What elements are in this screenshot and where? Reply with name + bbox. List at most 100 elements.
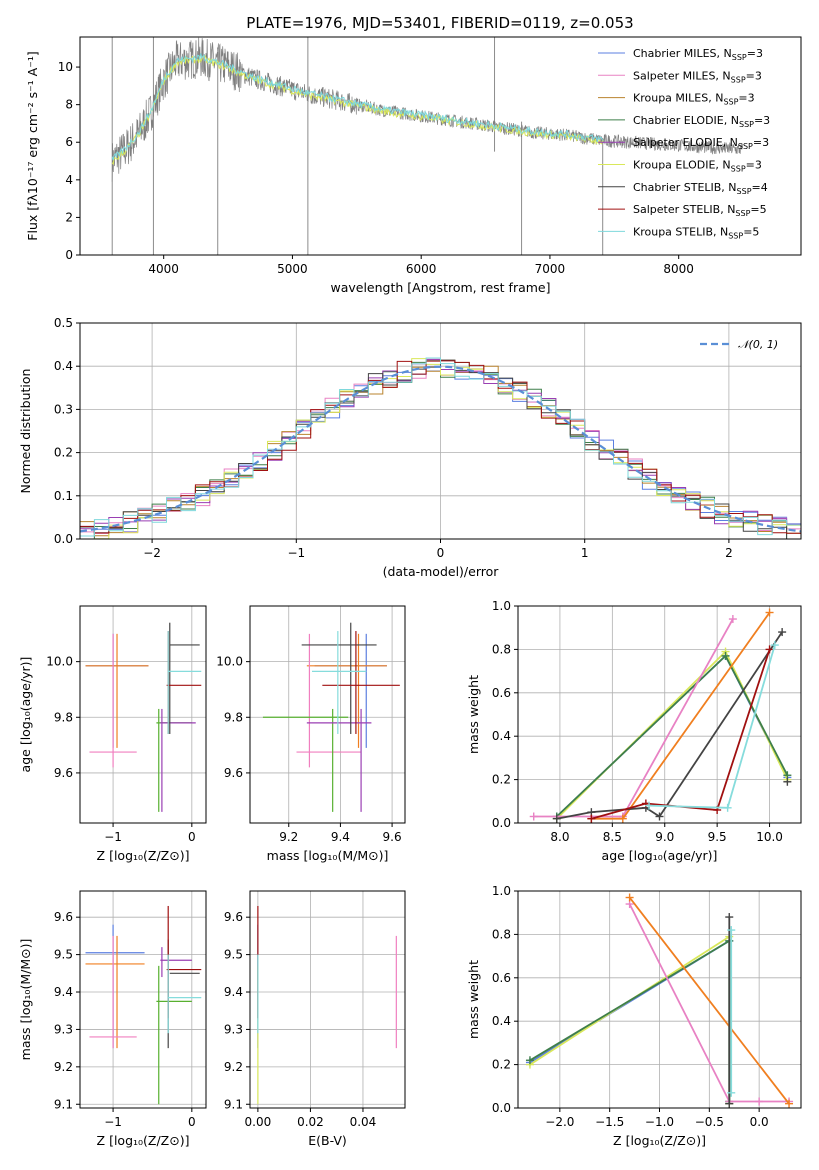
errorbar-point — [156, 965, 192, 1105]
panel-massweight-vs-Z: −2.0 −1.5 −1.0 −0.5 0.0 0.0 0.2 0.4 0.6 0.8 1.0 Z [… — [466, 884, 802, 1148]
y-tick-label: 9.6 — [54, 910, 73, 924]
plot-area — [80, 891, 206, 1108]
plot-area — [518, 606, 801, 823]
x-tick-label: −0.5 — [695, 1115, 724, 1129]
axes-frame — [517, 605, 802, 824]
errorbar-point — [85, 935, 145, 1049]
y-tick-label: 9.3 — [54, 1022, 73, 1036]
x-tick-label: 0.04 — [350, 1115, 377, 1129]
panel-residuals: 𝒩(0, 1) −2 −1 0 1 2 0.0 0.1 0.2 0.3 0.4 0.5 (data-mo… — [18, 316, 802, 579]
panel-mass-vs-Z: −1 0 9.1 9.2 9.3 9.4 9.5 9.6 Z [log₁₀(Z/Z⊙)] mass… — [18, 890, 207, 1148]
legend-sub: SSP — [735, 209, 750, 218]
x-tick-label: 0.0 — [750, 1115, 769, 1129]
x-tick-label: −1 — [104, 1115, 122, 1129]
y-tick-label: 0.2 — [54, 446, 73, 460]
mass-weight-marker — [618, 814, 627, 823]
y-tick-label: 9.6 — [224, 766, 243, 780]
y-tick-label: 9.2 — [54, 1060, 73, 1074]
axes-frame — [79, 605, 207, 824]
legend-entry: Kroupa STELIB, NSSP=5 — [633, 225, 759, 240]
y-tick-label: 1.0 — [492, 884, 511, 898]
spectrum-data-line — [111, 37, 744, 182]
x-tick-label: −1.0 — [645, 1115, 674, 1129]
x-axis-label: mass [log₁₀(M/M⊙)] — [267, 848, 389, 863]
errorbar-point — [160, 708, 196, 812]
legend-name: Salpeter ELODIE, N — [633, 136, 738, 149]
y-tick-label: 0.4 — [54, 359, 73, 373]
legend-tail: =3 — [754, 114, 770, 127]
errorbar-point — [169, 622, 200, 734]
panel-age-vs-mass: 9.2 9.4 9.6 9.6 9.8 10.0 mass [log₁₀(M/M⊙)] — [216, 605, 406, 863]
mass-weight-marker — [770, 641, 779, 650]
y-tick-label: 9.6 — [54, 766, 73, 780]
x-axis-label: wavelength [Angstrom, rest frame] — [330, 280, 550, 295]
errorbar-point — [262, 708, 349, 812]
x-tick-label: 8000 — [663, 262, 694, 276]
legend-tail: =5 — [743, 225, 759, 238]
x-tick-label: 9.5 — [708, 830, 727, 844]
mass-weight-marker — [529, 812, 538, 821]
mass-weight-marker — [725, 913, 734, 922]
legend-sub: SSP — [728, 231, 743, 240]
x-axis-label: (data-model)/error — [383, 564, 500, 579]
x-tick-label: 0.02 — [297, 1115, 324, 1129]
legend-entry: Kroupa MILES, NSSP=3 — [633, 92, 755, 107]
legend-entry: 𝒩(0, 1) — [738, 338, 778, 351]
mass-weight-marker — [765, 608, 774, 617]
mass-weight-marker — [645, 801, 654, 810]
y-axis-label: mass weight — [466, 675, 481, 754]
legend-name: Salpeter MILES, N — [633, 69, 731, 82]
y-tick-label: 9.1 — [224, 1097, 243, 1111]
y-tick-label: 0.1 — [54, 489, 73, 503]
mass-weight-marker — [785, 1099, 794, 1108]
mass-weight-marker — [728, 615, 737, 624]
mass-weight-marker — [721, 651, 730, 660]
y-tick-label: 0.5 — [54, 316, 73, 330]
y-tick-label: 10 — [58, 60, 73, 74]
histogram-step — [93, 358, 801, 539]
legend-name: Salpeter STELIB, N — [633, 203, 735, 216]
mass-weight-marker — [587, 814, 596, 823]
x-tick-label: 8.5 — [603, 830, 622, 844]
legend-sub: SSP — [732, 53, 747, 62]
y-tick-label: 8 — [65, 98, 73, 112]
mass-weight-line — [628, 896, 790, 1105]
y-axis-label: Flux [fλ10⁻¹⁷ erg cm⁻² s⁻¹ A⁻¹] — [25, 51, 40, 240]
plot-area — [518, 891, 801, 1108]
mass-weight-marker — [723, 803, 732, 812]
mass-weight-marker — [552, 814, 561, 823]
x-axis-label: Z [log₁₀(Z/Z⊙)] — [97, 848, 190, 863]
errorbar-point — [296, 633, 362, 768]
y-axis-label: age [log₁₀(age/yr)] — [18, 657, 33, 773]
x-tick-label: 7000 — [535, 262, 566, 276]
axes-frame — [79, 890, 207, 1109]
mass-weight-marker — [765, 645, 774, 654]
x-tick-label: 0 — [188, 830, 196, 844]
y-tick-label: 9.3 — [224, 1022, 243, 1036]
y-tick-label: 9.1 — [54, 1097, 73, 1111]
x-tick-label: −1 — [104, 830, 122, 844]
x-tick-label: 6000 — [406, 262, 437, 276]
x-tick-label: 1 — [581, 546, 589, 560]
legend-name: Chabrier STELIB, N — [633, 181, 737, 194]
legend-sub: SSP — [737, 187, 752, 196]
legend-tail: =4 — [752, 181, 768, 194]
x-tick-label: 10.0 — [756, 830, 783, 844]
y-tick-label: 0.8 — [492, 642, 511, 656]
errorbar-point — [322, 631, 400, 734]
y-tick-label: 0.4 — [492, 729, 511, 743]
y-tick-label: 4 — [65, 173, 73, 187]
x-tick-label: 2 — [725, 546, 733, 560]
legend-name: Kroupa ELODIE, N — [633, 159, 731, 172]
legend-name: Chabrier ELODIE, N — [633, 114, 739, 127]
y-tick-label: 0.6 — [492, 971, 511, 985]
plot-area — [111, 37, 744, 255]
y-tick-label: 9.8 — [224, 710, 243, 724]
legend-entry: Salpeter MILES, NSSP=3 — [633, 69, 762, 84]
legend-tail: =3 — [746, 69, 762, 82]
y-tick-label: 0.4 — [492, 1014, 511, 1028]
legend-entry: Chabrier MILES, NSSP=3 — [633, 47, 763, 62]
x-tick-label: 9.0 — [655, 830, 674, 844]
legend-entry: Chabrier ELODIE, NSSP=3 — [633, 114, 770, 129]
y-tick-label: 10.0 — [46, 655, 73, 669]
